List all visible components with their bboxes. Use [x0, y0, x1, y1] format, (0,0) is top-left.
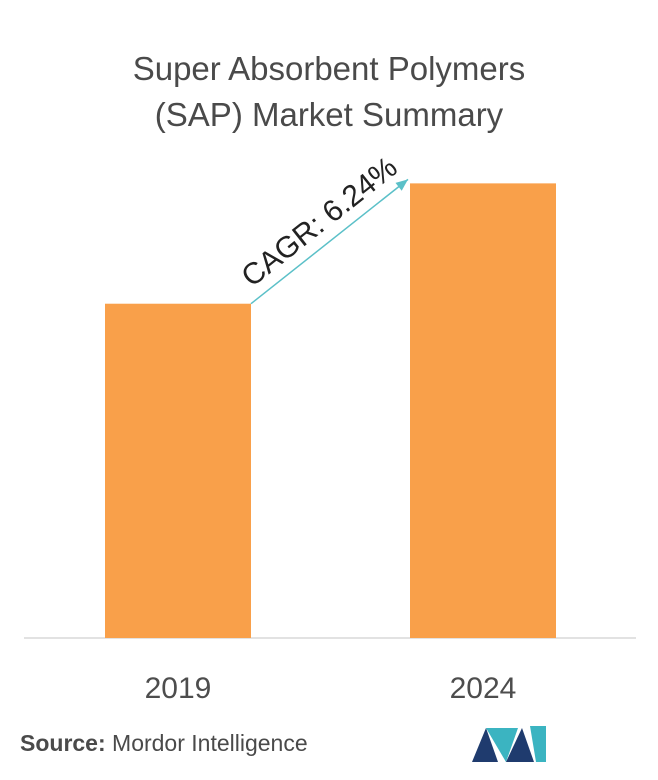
x-tick-label-2024: 2024	[450, 672, 517, 705]
cagr-label: CAGR: 6.24%	[236, 151, 404, 294]
bar-2019	[105, 303, 251, 638]
chart-title-line-1: Super Absorbent Polymers	[132, 50, 526, 87]
mordor-intelligence-logo-icon	[472, 726, 546, 762]
source-label: Source:	[20, 730, 106, 756]
cagr-arrow-head	[395, 179, 408, 191]
chart-title-line-2: (SAP) Market Summary	[154, 96, 504, 133]
bar-chart: 2019 2024 CAGR: 6.24%	[24, 151, 636, 705]
x-tick-label-2019: 2019	[145, 672, 212, 705]
source-note: Source: Mordor Intelligence	[20, 730, 308, 757]
bar-2024	[410, 183, 556, 638]
cagr-arrow-line	[250, 178, 409, 305]
chart-title: Super Absorbent Polymers (SAP) Market Su…	[0, 46, 658, 138]
source-text: Mordor Intelligence	[112, 730, 308, 756]
